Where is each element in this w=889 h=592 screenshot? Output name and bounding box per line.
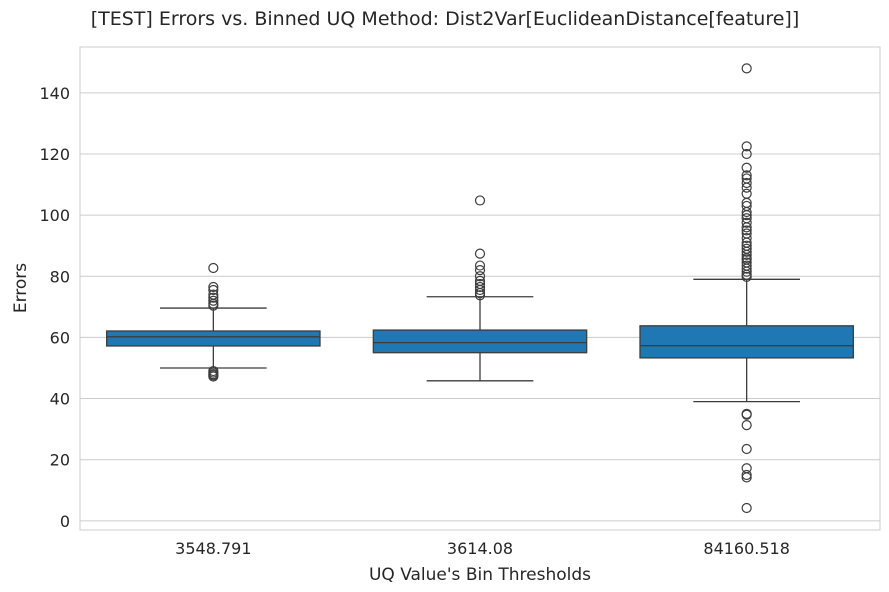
box-iqr (639, 325, 854, 359)
outlier-point (741, 225, 752, 236)
outlier-point (741, 263, 752, 274)
outlier-point (741, 271, 752, 282)
chart-title: [TEST] Errors vs. Binned UQ Method: Dist… (91, 8, 800, 30)
outlier-point (741, 246, 752, 257)
plot-area-frame (79, 46, 881, 531)
box-series (106, 63, 854, 514)
y-tick-label: 0 (60, 512, 70, 531)
x-tick-labels: 3548.791 3614.08 84160.518 (175, 539, 790, 558)
y-tick-label: 40 (50, 390, 70, 409)
outlier-point (741, 502, 752, 514)
outlier-point (741, 162, 752, 173)
outlier-point (474, 265, 486, 276)
outlier-point (741, 409, 752, 420)
outlier-point (474, 248, 486, 259)
outlier-point (741, 63, 752, 74)
y-tick-label: 120 (39, 145, 70, 164)
y-axis-label: Errors (11, 263, 31, 313)
y-tick-labels: 0 20 40 60 80 100 120 140 (39, 84, 70, 531)
box-group (106, 262, 321, 382)
x-tick-label: 3614.08 (447, 539, 513, 558)
outlier-point (474, 271, 486, 282)
outlier-point (474, 260, 486, 271)
outlier-point (474, 284, 486, 296)
outlier-point (474, 290, 486, 301)
x-axis-label: UQ Value's Bin Thresholds (369, 565, 591, 585)
outlier-point (741, 472, 752, 483)
outlier-point (741, 469, 752, 481)
outlier-point (208, 284, 219, 296)
outlier-point (208, 295, 219, 306)
box-group (639, 63, 854, 514)
outlier-point (741, 420, 752, 431)
y-tick-label: 20 (50, 451, 70, 470)
outlier-point (741, 266, 752, 277)
outlier-point (741, 443, 752, 455)
outlier-point (741, 177, 752, 189)
outlier-point (741, 217, 752, 228)
outlier-point (741, 141, 752, 152)
outlier-point (741, 188, 752, 199)
y-tick-label: 100 (39, 206, 70, 225)
box-iqr (106, 330, 321, 347)
outlier-point (474, 281, 486, 293)
outlier-point (741, 170, 752, 181)
y-tick-label: 140 (39, 84, 70, 103)
outlier-point (474, 195, 486, 206)
outlier-point (741, 249, 752, 260)
outlier-point (741, 182, 752, 193)
box-group (372, 195, 588, 382)
outlier-point (208, 371, 219, 382)
y-tick-label: 60 (50, 328, 70, 347)
x-tick-label: 84160.518 (703, 539, 790, 558)
outlier-point (208, 300, 219, 311)
y-tick-label: 80 (50, 267, 70, 286)
outlier-point (741, 148, 752, 160)
outlier-point (741, 206, 752, 218)
outlier-point (741, 232, 752, 244)
x-tick-label: 3548.791 (175, 539, 251, 558)
outlier-point (208, 281, 219, 293)
outlier-point (208, 292, 219, 303)
outlier-point (741, 210, 752, 221)
outlier-point (741, 222, 752, 233)
outlier-point (208, 262, 219, 274)
box-iqr (372, 329, 588, 354)
